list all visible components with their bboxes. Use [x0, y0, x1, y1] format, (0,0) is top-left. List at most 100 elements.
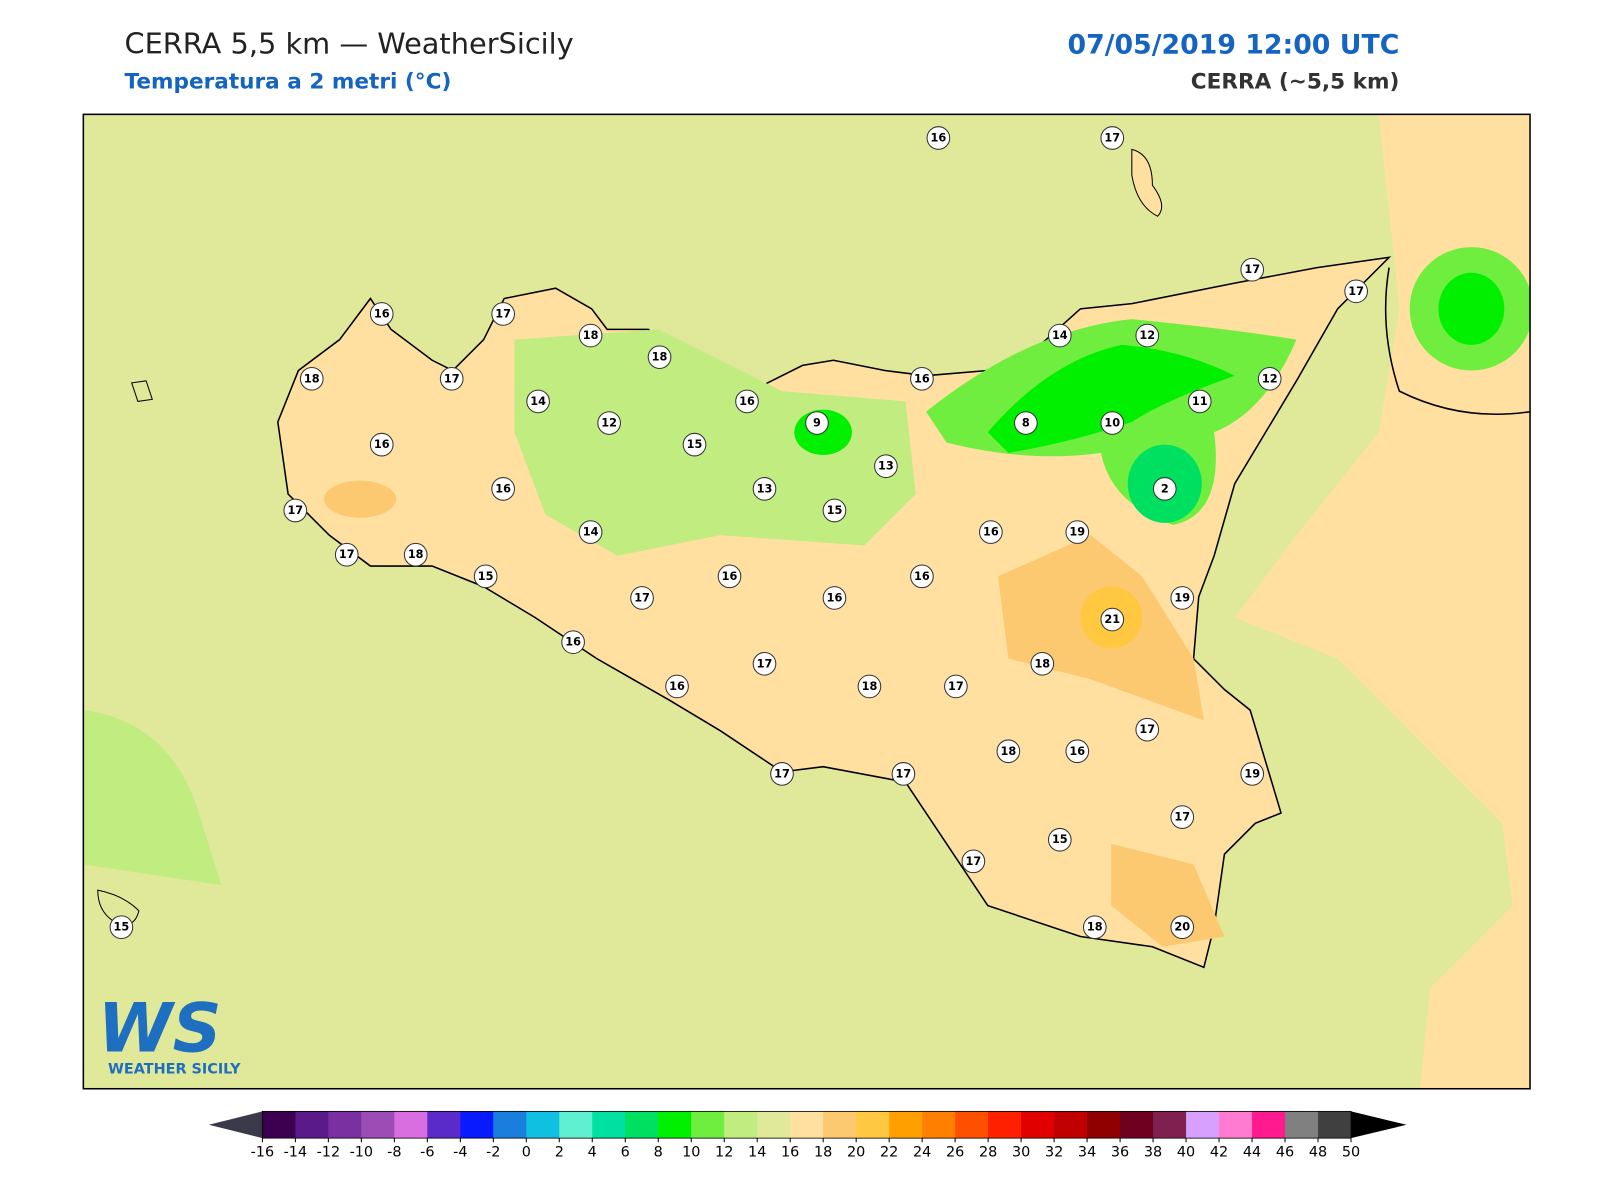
colorbar-segment — [790, 1111, 824, 1139]
station: 17 — [961, 849, 986, 874]
map-frame — [82, 113, 1531, 1090]
station: 16 — [926, 126, 951, 150]
station-value: 10 — [1104, 417, 1120, 430]
station: 19 — [1065, 520, 1090, 544]
station-value: 16 — [931, 132, 947, 145]
colorbar-tick-label: -8 — [387, 1145, 401, 1161]
station-marker — [1170, 805, 1195, 829]
station-marker — [369, 432, 394, 457]
station: 16 — [665, 674, 689, 699]
title: CERRA 5,5 km — WeatherSicily — [125, 27, 574, 61]
colorbar-segment — [526, 1111, 560, 1139]
station-marker — [578, 520, 603, 544]
station-marker — [717, 564, 742, 589]
colorbar-segment — [394, 1111, 428, 1139]
station-marker — [109, 915, 134, 940]
colorbar-segment — [757, 1111, 791, 1139]
station: 15 — [822, 498, 847, 523]
station: 12 — [1135, 323, 1160, 348]
station-value: 15 — [114, 921, 130, 934]
station-value: 18 — [1000, 745, 1016, 758]
station: 14 — [526, 389, 550, 414]
logo-name: WEATHER SICILY — [108, 1061, 241, 1077]
date: 07/05/2019 12:00 UTC — [1068, 30, 1400, 61]
model: CERRA (~5,5 km) — [1191, 70, 1400, 95]
colorbar-tick-label: 40 — [1177, 1145, 1195, 1161]
colorbar-segment — [691, 1111, 725, 1139]
station-value: 18 — [652, 351, 668, 364]
station-value: 16 — [914, 570, 930, 583]
station-marker — [1065, 739, 1090, 764]
station: 15 — [473, 564, 498, 589]
station: 17 — [334, 542, 359, 567]
colorbar-segment — [625, 1111, 659, 1139]
station-marker — [944, 674, 968, 699]
station-marker — [1240, 762, 1265, 786]
station-marker — [996, 739, 1021, 764]
station-value: 18 — [1087, 921, 1103, 934]
station-value: 17 — [1348, 285, 1364, 298]
station-value: 18 — [862, 680, 878, 693]
colorbar-tick-label: 46 — [1276, 1145, 1294, 1161]
station-marker — [1100, 607, 1125, 632]
colorbar-tick-label: 2 — [555, 1145, 564, 1161]
station-marker — [682, 432, 707, 457]
station-value: 19 — [1174, 591, 1190, 604]
station-marker — [961, 849, 986, 874]
station-value: 17 — [774, 767, 790, 780]
colorbar-tick-label: 8 — [654, 1145, 663, 1161]
station-value: 18 — [304, 372, 320, 385]
station: 18 — [578, 323, 603, 348]
station-marker — [1135, 323, 1160, 348]
station: 18 — [299, 366, 324, 391]
station-marker — [1135, 717, 1160, 742]
colorbar-segment — [1054, 1111, 1088, 1139]
cool-area — [514, 329, 916, 556]
station-marker — [857, 674, 882, 699]
station: 17 — [1240, 257, 1265, 282]
colorbar-segment — [1219, 1111, 1253, 1139]
stations: 16 17 17 17 16 17 18 14 12 18 18 17 16 12 14 16 11 12 9 8 10… — [109, 126, 1368, 940]
colorbar-segment — [889, 1111, 923, 1139]
station-value: 16 — [374, 307, 390, 320]
colorbar-tick-label: 42 — [1210, 1145, 1228, 1161]
station-marker — [1014, 411, 1038, 435]
island — [1131, 148, 1163, 217]
station-marker — [630, 586, 654, 610]
station-value: 16 — [495, 482, 511, 495]
colorbar-segment — [988, 1111, 1022, 1139]
station-value: 15 — [1052, 833, 1068, 846]
station: 15 — [682, 432, 707, 457]
station: 18 — [996, 739, 1021, 764]
station-value: 16 — [374, 438, 390, 451]
station-marker — [805, 411, 829, 435]
station-marker — [770, 762, 794, 786]
colorbar-segment — [361, 1111, 395, 1139]
station-marker — [439, 366, 464, 391]
colorbar-segment — [658, 1111, 692, 1139]
station-value: 21 — [1104, 613, 1120, 626]
colorbar-segment — [328, 1111, 362, 1139]
colorbar-tick-label: 32 — [1045, 1145, 1063, 1161]
colorbar: -16 -14 -12 -10 -8 -6 -4 -2 0 2 4 6 8 10 12 14 16 18 20 22 2… — [208, 1110, 1407, 1161]
station-value: 17 — [495, 307, 511, 320]
station-marker — [491, 477, 515, 501]
colorbar-tick-label: -4 — [453, 1145, 467, 1161]
station: 17 — [1100, 126, 1125, 150]
station-marker — [597, 411, 621, 435]
colorbar-segment — [262, 1111, 296, 1139]
colorbar-segment — [592, 1111, 626, 1139]
station: 20 — [1170, 915, 1195, 940]
colorbar-tick-label: 50 — [1342, 1145, 1360, 1161]
subtitle: Temperatura a 2 metri (°C) — [125, 70, 452, 95]
station-marker — [1100, 411, 1125, 435]
colorbar-tick-label: 16 — [781, 1145, 799, 1161]
station: 17 — [439, 366, 464, 391]
station-marker — [1030, 651, 1055, 676]
station-marker — [283, 498, 308, 523]
station-value: 14 — [1052, 329, 1068, 342]
station-value: 16 — [739, 395, 755, 408]
station-value: 18 — [408, 548, 424, 561]
colorbar-segment — [1021, 1111, 1055, 1139]
